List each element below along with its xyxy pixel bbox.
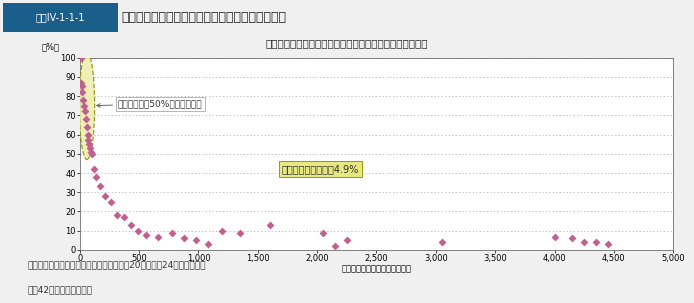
- Point: [94, 184, 105, 189]
- Point: [85, 145, 96, 150]
- Point: [91, 175, 102, 179]
- X-axis label: 各企業の年間売上総額（億円）: 各企業の年間売上総額（億円）: [341, 265, 412, 274]
- Ellipse shape: [79, 52, 94, 160]
- Point: [89, 167, 100, 171]
- Point: [567, 236, 578, 241]
- Point: [126, 222, 137, 227]
- Point: [99, 194, 110, 198]
- Point: [83, 138, 94, 143]
- Point: [133, 228, 144, 233]
- Point: [79, 109, 90, 114]
- Point: [579, 240, 590, 245]
- Point: [85, 149, 96, 154]
- Point: [78, 98, 89, 102]
- Point: [591, 240, 602, 245]
- Point: [167, 230, 178, 235]
- Point: [341, 238, 353, 243]
- Point: [111, 213, 122, 218]
- Point: [264, 222, 276, 227]
- Point: [602, 242, 613, 247]
- Point: [141, 232, 152, 237]
- Point: [87, 152, 98, 156]
- Text: 図表IV-1-1-1: 図表IV-1-1-1: [35, 12, 85, 22]
- Text: 42社への調査による: 42社への調査による: [28, 285, 93, 294]
- Point: [318, 230, 329, 235]
- Text: 防需依存度が50%を超える企業: 防需依存度が50%を超える企業: [96, 99, 203, 108]
- Text: 全体の防需依存度：4.9%: 全体の防需依存度：4.9%: [282, 164, 359, 174]
- Point: [84, 142, 95, 147]
- Point: [82, 132, 93, 137]
- Point: [77, 90, 88, 95]
- Point: [76, 84, 87, 89]
- Point: [203, 242, 214, 247]
- FancyBboxPatch shape: [3, 3, 118, 32]
- Text: わが国における防衛産業の規模および防需依存度: わが国における防衛産業の規模および防需依存度: [121, 11, 287, 24]
- Point: [217, 228, 228, 233]
- Point: [330, 244, 341, 248]
- Point: [78, 103, 90, 108]
- Point: [549, 234, 560, 239]
- Point: [75, 55, 86, 60]
- Text: （注）関連企業の防需依存度の分布（平成20年～平成24年度の平均）: （注）関連企業の防需依存度の分布（平成20年～平成24年度の平均）: [28, 260, 206, 269]
- Point: [76, 80, 87, 85]
- Point: [235, 230, 246, 235]
- Point: [191, 238, 202, 243]
- Text: （%）: （%）: [41, 43, 59, 52]
- Point: [81, 125, 92, 129]
- Text: 総売上額に占める防衛省向け売上額の割合（防需依存度）: 総売上額に占める防衛省向け売上額の割合（防需依存度）: [266, 38, 428, 48]
- Point: [437, 240, 448, 245]
- Point: [178, 236, 189, 241]
- Point: [153, 234, 164, 239]
- Point: [105, 199, 116, 204]
- Point: [118, 215, 129, 220]
- Point: [81, 117, 92, 122]
